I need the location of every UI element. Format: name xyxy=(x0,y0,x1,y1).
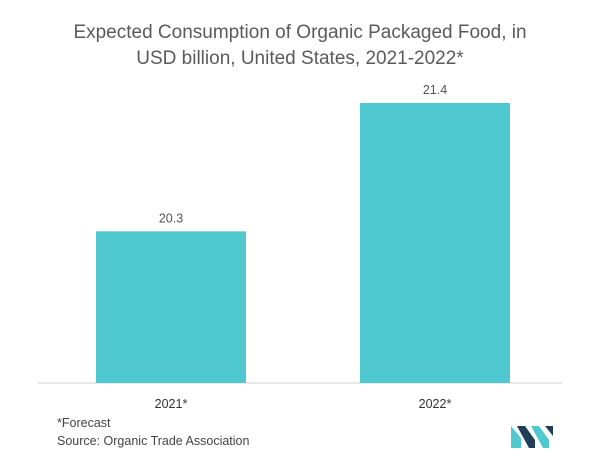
bar-0 xyxy=(96,231,246,383)
chart-title-line-2: USD billion, United States, 2021-2022* xyxy=(136,48,464,69)
chart-title: Expected Consumption of Organic Packaged… xyxy=(0,20,600,72)
chart-title-line-1: Expected Consumption of Organic Packaged… xyxy=(73,22,527,43)
mordor-logo-icon xyxy=(511,426,553,448)
forecast-footnote: *Forecast xyxy=(57,416,111,430)
x-tick-label-1: 2022* xyxy=(419,397,452,411)
source-note: Source: Organic Trade Association xyxy=(57,434,250,448)
x-tick-label-0: 2021* xyxy=(155,397,188,411)
data-label-0: 20.3 xyxy=(159,211,183,225)
data-label-1: 21.4 xyxy=(423,83,447,97)
bar-1 xyxy=(360,103,510,383)
